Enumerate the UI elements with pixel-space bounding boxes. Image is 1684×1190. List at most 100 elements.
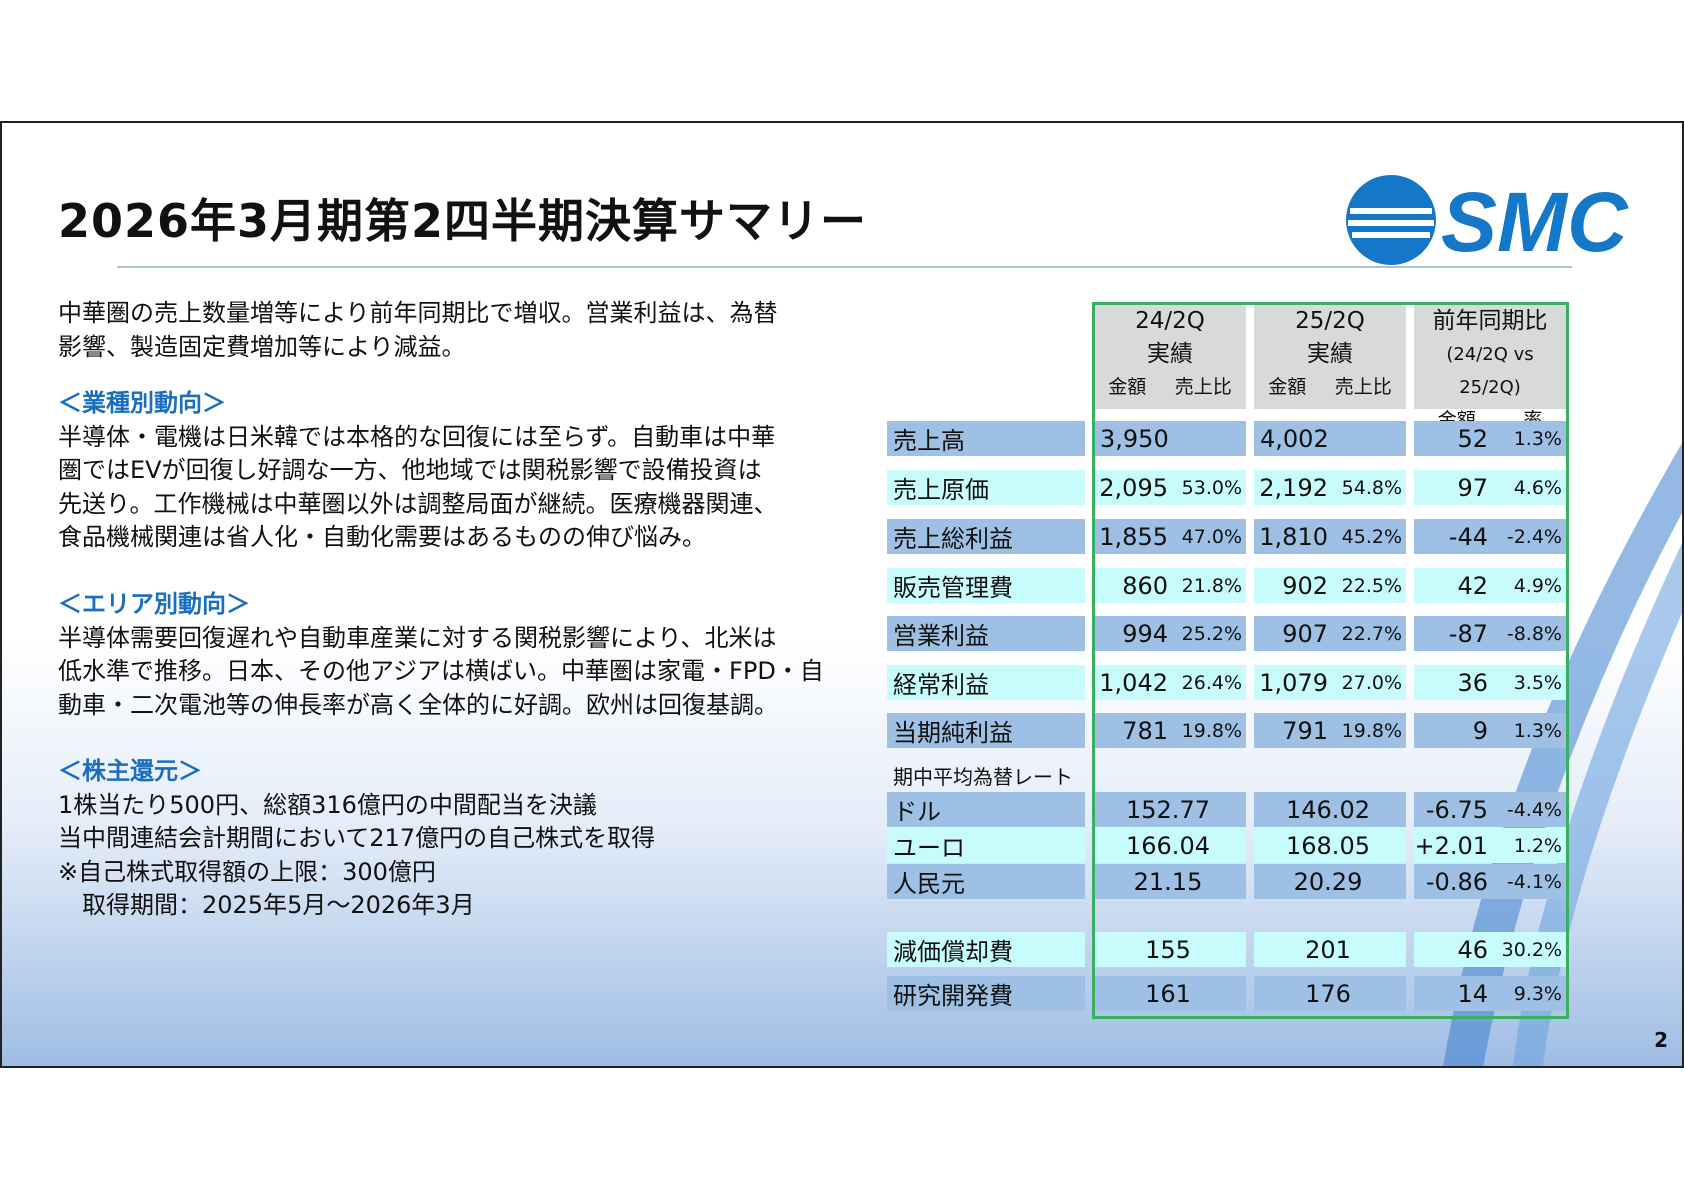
industry-line: 先送り。工作機械は中華圏以外は調整局面が継続。医療機器関連、 xyxy=(58,489,778,518)
industry-section: ＜業種別動向＞ 半導体・電機は日米韓では本格的な回復には至らず。自動車は中華 圏… xyxy=(58,387,778,555)
table-cell: 42 4.9% xyxy=(1414,568,1566,603)
summary-line: 中華圏の売上数量増等により前年同期比で増収。営業利益は、為替 xyxy=(58,299,778,327)
cell-amount: 1,855 xyxy=(1099,522,1168,551)
cell-amount: 1,079 xyxy=(1259,668,1328,697)
table-cell: 1,810 45.2% xyxy=(1254,519,1406,554)
table-cell: 20.29 xyxy=(1254,864,1406,899)
cell-amount: 168.05 xyxy=(1286,831,1370,860)
cell-ratio: -8.8% xyxy=(1506,622,1562,645)
cell-amount: 791 xyxy=(1282,716,1328,745)
table-cell: -0.86 -4.1% xyxy=(1414,864,1566,899)
cell-amount: -44 xyxy=(1448,522,1488,551)
cell-amount: 36 xyxy=(1457,668,1488,697)
page-title: 2026年3月期第2四半期決算サマリー xyxy=(58,194,868,248)
cell-ratio: 47.0% xyxy=(1181,525,1242,548)
cell-ratio: 30.2% xyxy=(1501,938,1562,961)
table-cell: 21.15 xyxy=(1094,864,1246,899)
cell-amount: 201 xyxy=(1305,935,1351,964)
summary-text: 中華圏の売上数量増等により前年同期比で増収。営業利益は、為替 影響、製造固定費増… xyxy=(58,297,778,364)
shareholder-line: 取得期間：2025年5月～2026年3月 xyxy=(58,891,475,919)
table-cell: 146.02 xyxy=(1254,792,1406,827)
cell-amount: 152.77 xyxy=(1126,795,1210,824)
row-label: 売上総利益 xyxy=(887,519,1085,554)
cell-amount: 1,042 xyxy=(1099,668,1168,697)
table-cell: 781 19.8% xyxy=(1094,713,1246,748)
slide: 2026年3月期第2四半期決算サマリー SMC 中華圏の売上数量増等により前年同… xyxy=(0,121,1684,1068)
cell-amount: 155 xyxy=(1145,935,1191,964)
shareholder-line: ※自己株式取得額の上限：300億円 xyxy=(58,857,436,886)
table-cell: +2.01 1.2% xyxy=(1414,828,1566,863)
cell-amount: 9 xyxy=(1472,716,1488,745)
cell-ratio: 1.2% xyxy=(1513,834,1562,857)
cell-amount: 781 xyxy=(1122,716,1168,745)
row-label: 研究開発費 xyxy=(887,976,1085,1011)
fx-heading: 期中平均為替レート xyxy=(893,764,1073,789)
area-heading: ＜エリア別動向＞ xyxy=(58,590,250,618)
cell-ratio: 21.8% xyxy=(1181,574,1242,597)
table-cell: 907 22.7% xyxy=(1254,616,1406,651)
table-cell: 46 30.2% xyxy=(1414,932,1566,967)
summary-line: 影響、製造固定費増加等により減益。 xyxy=(58,332,466,361)
table-cell: -44 -2.4% xyxy=(1414,519,1566,554)
cell-amount: 146.02 xyxy=(1286,795,1370,824)
cell-ratio: 1.3% xyxy=(1513,719,1562,742)
row-label: 人民元 xyxy=(887,864,1085,899)
cell-amount: 994 xyxy=(1122,619,1168,648)
cell-amount: 166.04 xyxy=(1126,831,1210,860)
smc-logo: SMC xyxy=(1346,175,1629,268)
table-cell: 36 3.5% xyxy=(1414,665,1566,700)
cell-amount: -6.75 xyxy=(1425,795,1488,824)
industry-line: 圏ではEVが回復し好調な一方、他地域では関税影響で設備投資は xyxy=(58,456,762,484)
table-cell: 2,192 54.8% xyxy=(1254,470,1406,505)
column-header: 前年同期比 (24/2Q vs 25/2Q) 金額率 xyxy=(1414,305,1566,431)
row-label: 経常利益 xyxy=(887,665,1085,700)
cell-ratio: -4.1% xyxy=(1506,870,1562,893)
cell-ratio: 1.3% xyxy=(1513,427,1562,450)
table-cell: 994 25.2% xyxy=(1094,616,1246,651)
cell-amount: 42 xyxy=(1457,571,1488,600)
cell-amount: +2.01 xyxy=(1414,831,1488,860)
table-cell: 4,002 xyxy=(1254,421,1406,456)
cell-ratio: 53.0% xyxy=(1181,476,1242,499)
header-subtitle: 実績 xyxy=(1307,341,1353,367)
cell-amount: 4,002 xyxy=(1260,424,1329,453)
cell-ratio: 26.4% xyxy=(1181,671,1242,694)
table-cell: 201 xyxy=(1254,932,1406,967)
industry-line: 半導体・電機は日米韓では本格的な回復には至らず。自動車は中華 xyxy=(58,422,776,451)
cell-ratio: 9.3% xyxy=(1513,982,1562,1005)
cell-ratio: 25.2% xyxy=(1181,622,1242,645)
header-ratio: 売上比 xyxy=(1334,376,1392,398)
cell-ratio: 19.8% xyxy=(1341,719,1402,742)
header-subtitle: (24/2Q vs 25/2Q) xyxy=(1446,344,1534,398)
row-label: 当期純利益 xyxy=(887,713,1085,748)
cell-amount: 2,095 xyxy=(1099,473,1168,502)
row-label: 売上原価 xyxy=(887,470,1085,505)
page-number: 2 xyxy=(1654,1028,1668,1052)
table-cell: 9 1.3% xyxy=(1414,713,1566,748)
table-cell: 52 1.3% xyxy=(1414,421,1566,456)
cell-amount: 860 xyxy=(1122,571,1168,600)
row-label: ユーロ xyxy=(887,828,1085,863)
cell-ratio: 22.5% xyxy=(1341,574,1402,597)
table-cell: 152.77 xyxy=(1094,792,1246,827)
industry-line: 食品機械関連は省人化・自動化需要はあるものの伸び悩み。 xyxy=(58,523,706,551)
table-cell: 1,042 26.4% xyxy=(1094,665,1246,700)
header-amount: 金額 xyxy=(1268,376,1307,398)
shareholder-line: 当中間連結会計期間において217億円の自己株式を取得 xyxy=(58,824,656,852)
shareholder-heading: ＜株主還元＞ xyxy=(58,757,202,785)
cell-ratio: -2.4% xyxy=(1506,525,1562,548)
table-cell: 860 21.8% xyxy=(1094,568,1246,603)
cell-amount: 21.15 xyxy=(1133,867,1203,896)
cell-amount: 176 xyxy=(1305,979,1351,1008)
cell-amount: 902 xyxy=(1282,571,1328,600)
cell-ratio: 4.9% xyxy=(1513,574,1562,597)
cell-amount: 20.29 xyxy=(1293,867,1363,896)
table-cell: 168.05 xyxy=(1254,828,1406,863)
header-period: 前年同期比 xyxy=(1432,308,1548,334)
area-line: 低水準で推移。日本、その他アジアは横ばい。中華圏は家電・FPD・自 xyxy=(58,657,824,685)
cell-amount: 46 xyxy=(1457,935,1488,964)
cell-ratio: 19.8% xyxy=(1181,719,1242,742)
shareholder-section: ＜株主還元＞ 1株当たり500円、総額316億円の中間配当を決議 当中間連結会計… xyxy=(58,755,655,923)
column-header: 24/2Q 実績 金額 売上比 xyxy=(1094,305,1246,409)
cell-ratio: 3.5% xyxy=(1513,671,1562,694)
